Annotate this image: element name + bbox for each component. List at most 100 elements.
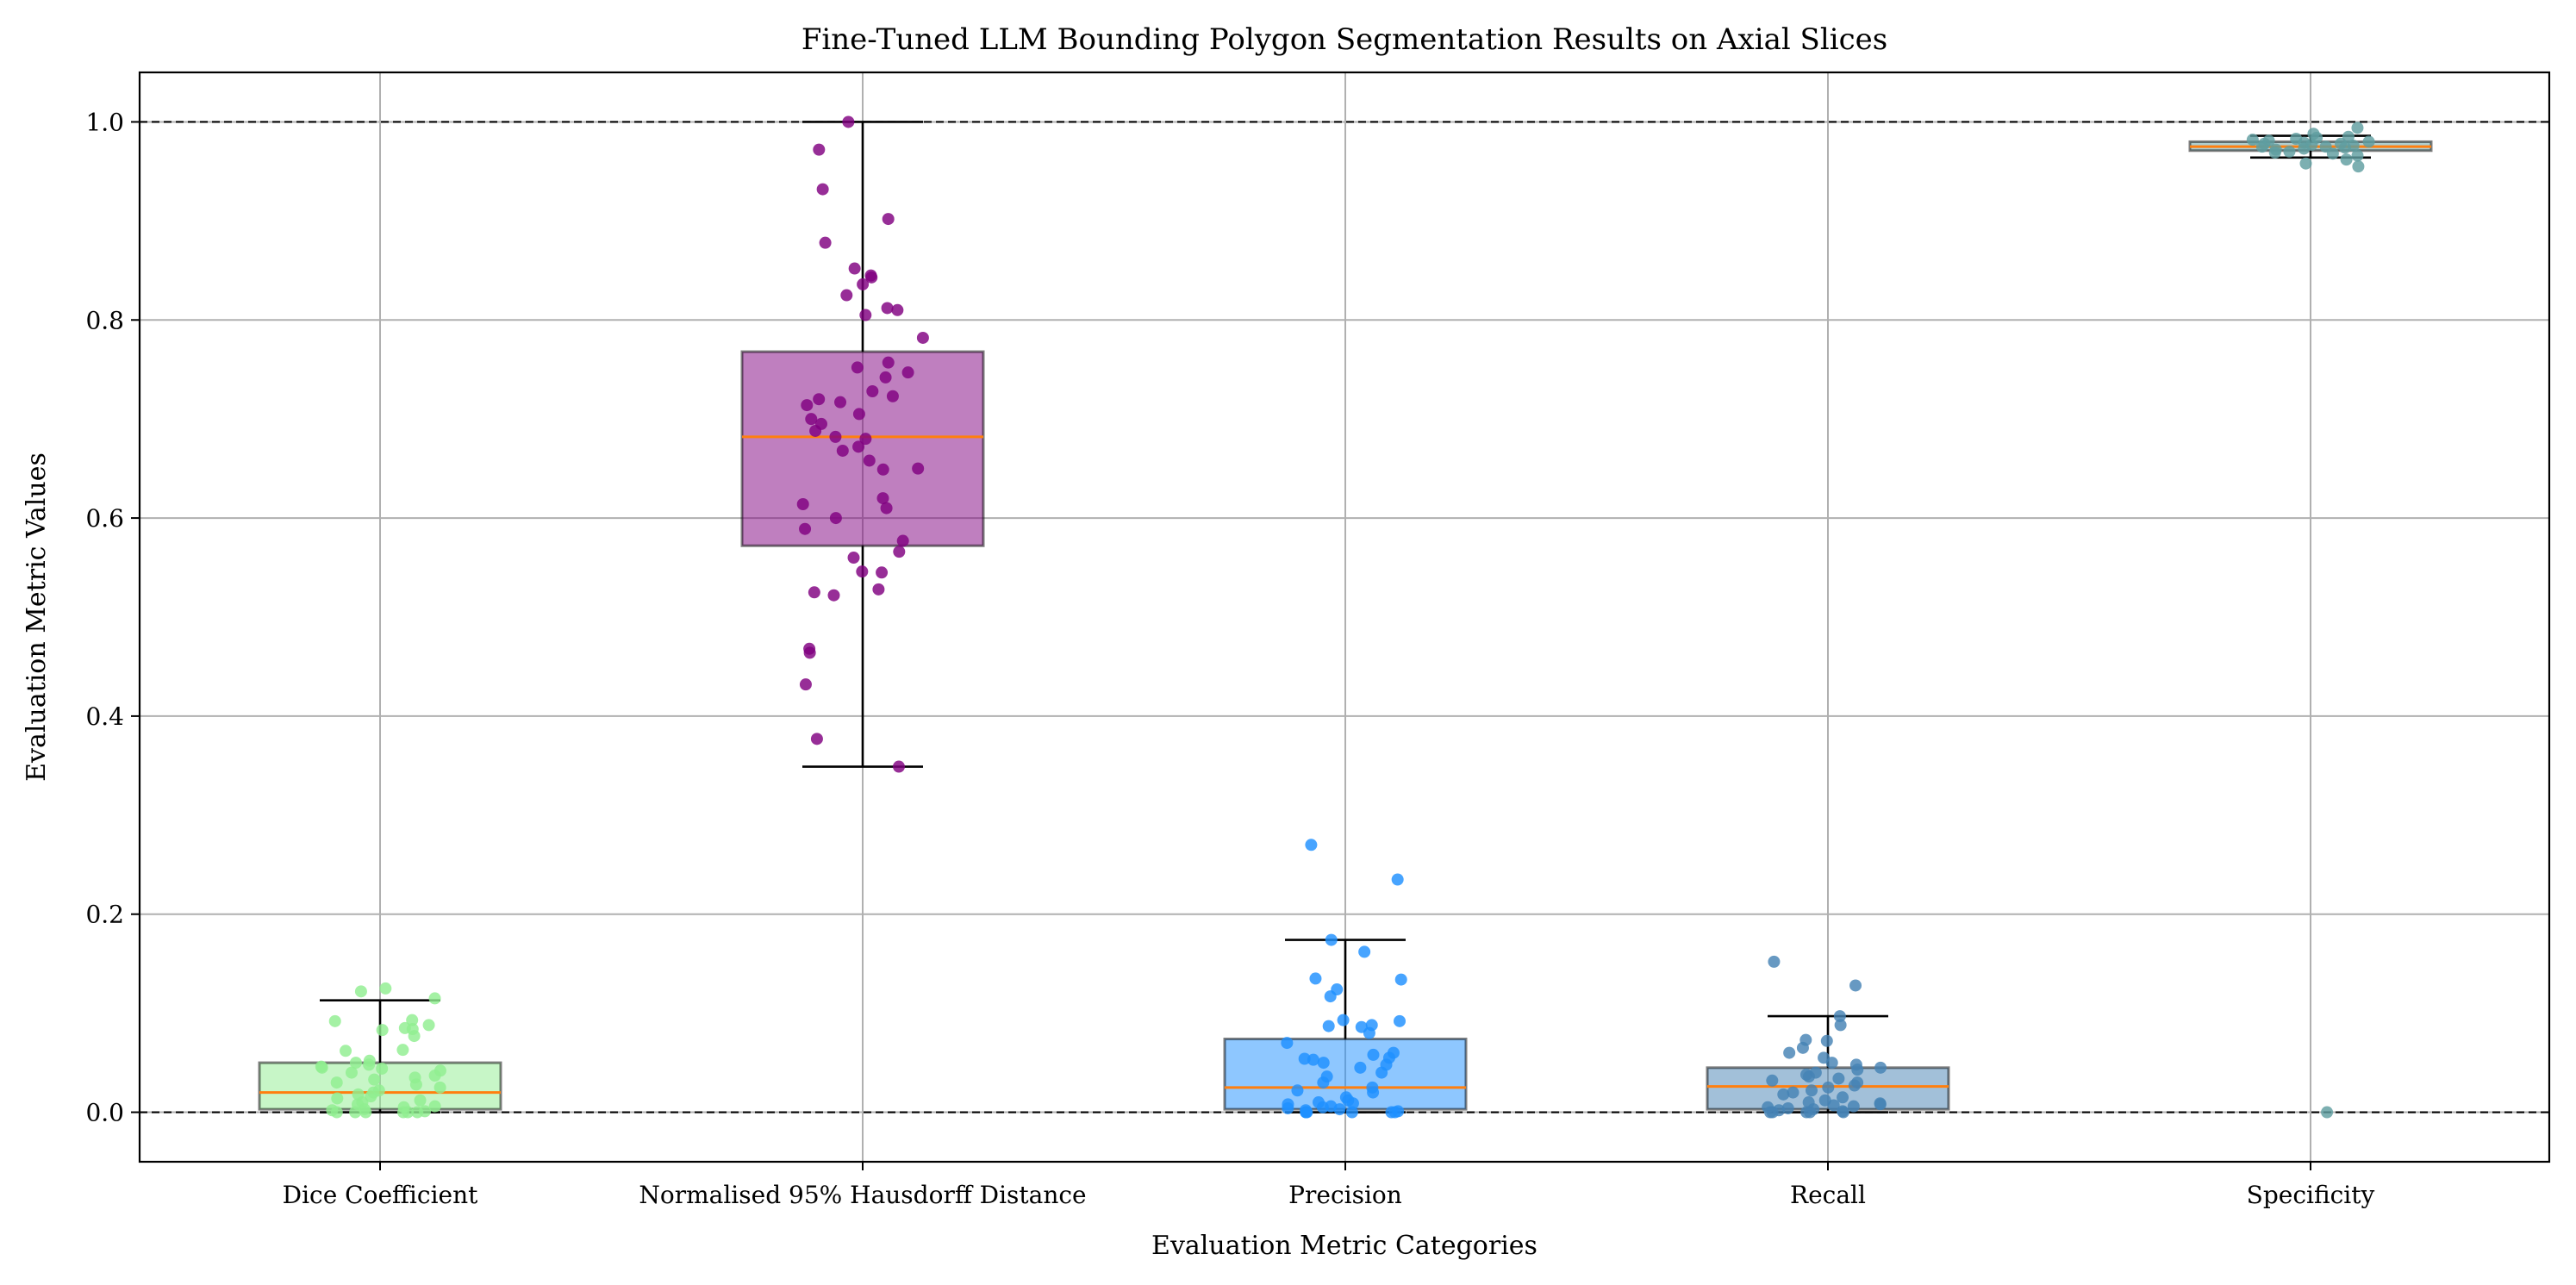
data-point [865, 271, 878, 284]
data-point [2326, 147, 2339, 160]
data-point [1346, 1097, 1359, 1110]
data-point [1802, 1070, 1815, 1083]
data-point [433, 1081, 446, 1094]
data-point [1363, 1026, 1375, 1039]
data-point [1796, 1041, 1809, 1054]
x-tick-label: Dice Coefficient [283, 1181, 478, 1209]
data-point [872, 583, 885, 596]
data-point [1367, 1048, 1380, 1061]
data-point [916, 331, 929, 344]
data-point [892, 760, 905, 773]
data-point [1317, 1076, 1330, 1089]
data-point [803, 646, 816, 659]
data-point [1848, 1079, 1861, 1092]
data-point [2298, 142, 2311, 155]
data-point [1375, 1066, 1388, 1079]
data-point [809, 424, 822, 437]
data-point [840, 289, 853, 302]
data-point [409, 1078, 422, 1091]
data-point [829, 430, 842, 443]
reference-lines [140, 121, 2549, 1113]
data-point [2283, 145, 2296, 158]
data-point [882, 356, 895, 369]
data-point [813, 393, 826, 406]
data-point [315, 1061, 328, 1074]
data-point [330, 1076, 343, 1089]
data-point [1394, 973, 1407, 986]
data-point [2342, 130, 2355, 143]
data-point [428, 1100, 441, 1113]
data-point [847, 552, 860, 565]
data-point [1766, 1074, 1779, 1087]
data-point [1282, 1101, 1294, 1114]
x-tick-label: Normalised 95% Hausdorff Distance [639, 1181, 1086, 1209]
data-point [1300, 1106, 1313, 1119]
data-point [2351, 122, 2364, 134]
data-point [2321, 1106, 2334, 1119]
data-point [2352, 160, 2365, 173]
data-point [411, 1106, 424, 1119]
x-axis-label: Evaluation Metric Categories [1151, 1231, 1537, 1261]
data-point [1800, 1106, 1813, 1119]
data-point [328, 1014, 341, 1027]
data-point [819, 236, 832, 249]
data-point [880, 502, 893, 515]
data-point [345, 1066, 358, 1079]
data-point [1291, 1084, 1304, 1097]
data-point [813, 143, 826, 156]
data-point [363, 1058, 376, 1071]
data-point [1820, 1034, 1833, 1047]
data-point [901, 366, 914, 379]
x-tick-label: Specificity [2247, 1181, 2375, 1209]
data-point [896, 534, 909, 547]
data-point [428, 1070, 441, 1082]
y-axis-ticks: 0.0 0.2 0.4 0.6 0.8 1.0 [85, 108, 140, 1127]
data-point [2299, 157, 2312, 170]
data-point [1822, 1081, 1835, 1094]
data-point [1827, 1099, 1840, 1112]
data-point [1805, 1084, 1818, 1097]
data-point [2268, 147, 2281, 159]
data-point [428, 992, 441, 1005]
data-point [340, 1045, 352, 1057]
y-tick-label: 0.6 [85, 504, 124, 533]
data-point [2255, 140, 2268, 153]
data-point [1874, 1098, 1887, 1111]
data-point [1833, 1010, 1846, 1023]
y-tick-label: 0.4 [85, 702, 124, 731]
data-point [359, 1106, 372, 1119]
data-point [331, 1092, 344, 1105]
data-point [876, 463, 889, 476]
data-point [852, 440, 865, 453]
data-point [349, 1057, 362, 1070]
data-point [1354, 1061, 1367, 1074]
data-point [1345, 1106, 1358, 1119]
data-point [912, 462, 925, 475]
data-point [396, 1106, 409, 1119]
data-point [801, 399, 814, 412]
data-point [1825, 1057, 1838, 1070]
data-point [799, 522, 812, 535]
data-point [859, 309, 872, 321]
data-point [859, 433, 872, 446]
data-point [1849, 979, 1862, 992]
data-point [1316, 1101, 1329, 1113]
data-point [1777, 1088, 1790, 1101]
data-point [379, 982, 392, 995]
data-point [842, 115, 855, 128]
data-point [1325, 933, 1338, 946]
data-point [827, 589, 840, 602]
chart-title: Fine-Tuned LLM Bounding Polygon Segmenta… [801, 22, 1887, 57]
y-tick-label: 0.8 [85, 306, 124, 334]
data-point [2340, 153, 2353, 166]
data-point [886, 390, 899, 402]
x-axis-ticks: Dice Coefficient Normalised 95% Hausdorff… [283, 1162, 2375, 1209]
data-point [1832, 1072, 1845, 1085]
data-point [1317, 1057, 1330, 1070]
data-point [1309, 972, 1322, 985]
data-point [1763, 1106, 1776, 1119]
data-point [1298, 1052, 1311, 1065]
data-point [2246, 134, 2259, 147]
data-point [1783, 1046, 1796, 1059]
data-point [2362, 135, 2375, 148]
